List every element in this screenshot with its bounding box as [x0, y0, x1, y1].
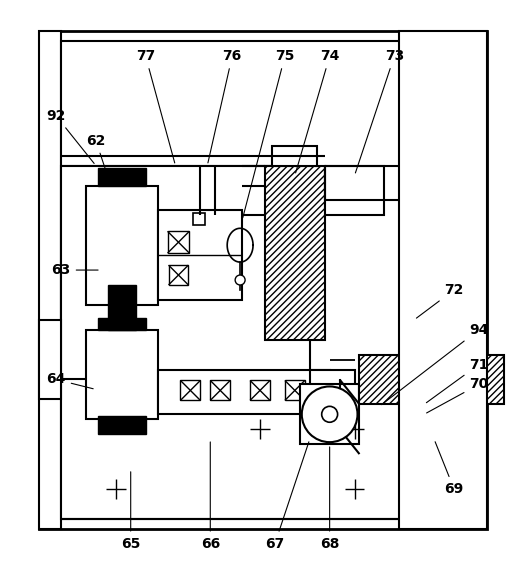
Text: 69: 69 [435, 442, 463, 496]
Bar [180, 381, 200, 400]
Text: 64: 64 [46, 373, 93, 389]
Text: 74: 74 [296, 49, 339, 173]
Text: 76: 76 [208, 49, 242, 163]
Text: 63: 63 [52, 263, 98, 277]
Bar [325, 166, 385, 216]
Text: 65: 65 [121, 472, 140, 551]
Text: 66: 66 [200, 442, 220, 551]
Bar [86, 330, 158, 419]
Bar [158, 211, 242, 300]
Bar [61, 166, 310, 379]
Bar [39, 320, 61, 399]
Text: 67: 67 [265, 442, 309, 551]
Text: 62: 62 [86, 134, 110, 183]
Bar [61, 41, 424, 519]
Text: 73: 73 [356, 49, 404, 173]
Bar [194, 213, 205, 225]
Text: 68: 68 [320, 447, 339, 551]
Bar [399, 32, 487, 529]
Text: 71: 71 [427, 358, 489, 403]
Bar [158, 369, 330, 414]
Circle shape [322, 406, 338, 422]
Bar [285, 381, 305, 400]
Bar [98, 318, 146, 330]
Bar [86, 186, 158, 305]
Bar [210, 381, 230, 400]
Text: 75: 75 [243, 49, 295, 218]
Text: 77: 77 [136, 49, 175, 163]
Bar [108, 285, 136, 330]
Text: 94: 94 [381, 323, 489, 405]
Text: 72: 72 [417, 283, 464, 318]
Bar [250, 381, 270, 400]
Bar [310, 369, 355, 414]
Circle shape [302, 386, 358, 442]
Bar [39, 32, 61, 529]
Bar [359, 355, 504, 404]
Bar [98, 416, 146, 434]
Bar [300, 385, 359, 444]
Bar [272, 146, 317, 166]
Bar [167, 231, 189, 253]
Text: 92: 92 [46, 109, 94, 163]
Bar [265, 166, 325, 339]
Bar [168, 265, 188, 285]
Text: 70: 70 [427, 377, 489, 413]
Circle shape [235, 275, 245, 285]
Bar [39, 32, 487, 529]
Bar [98, 168, 146, 186]
